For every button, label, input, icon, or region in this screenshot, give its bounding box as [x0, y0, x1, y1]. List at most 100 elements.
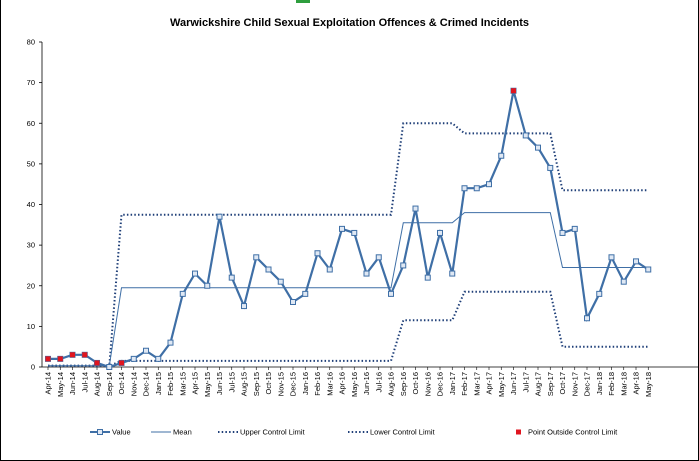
x-tick-label: Sep-15 [252, 372, 261, 396]
outside-limit-point [82, 352, 88, 358]
y-tick-label: 70 [27, 78, 35, 87]
value-point [130, 355, 137, 362]
x-tick-label: Feb-15 [166, 372, 175, 396]
value-point [608, 254, 615, 261]
value-point [204, 282, 211, 289]
value-point [339, 225, 345, 232]
value-point [216, 213, 223, 220]
x-tick-label: Apr-14 [44, 372, 53, 395]
y-tick-label: 0 [31, 363, 35, 372]
x-tick-label: Sep-14 [105, 372, 114, 396]
outside-limit-point [119, 360, 124, 366]
value-point [106, 364, 113, 370]
x-tick-label: Sep-17 [546, 372, 555, 396]
x-tick-label: Jan-16 [301, 372, 310, 395]
value-point [326, 266, 333, 273]
x-tick-label: Dec-16 [436, 372, 445, 396]
x-tick-label: Jul-16 [374, 372, 383, 392]
legend-swatch-point-outside-control-limit [516, 429, 521, 435]
y-tick-label: 10 [27, 322, 35, 331]
x-tick-label: May-14 [56, 372, 65, 397]
value-point [498, 152, 505, 159]
value-point [437, 229, 443, 236]
value-point [351, 229, 358, 236]
value-point [265, 266, 272, 273]
outside-limit-point [45, 356, 51, 362]
x-tick-label: May-16 [350, 372, 359, 397]
value-point [228, 274, 235, 281]
value-point [314, 250, 321, 257]
y-tick-label: 50 [27, 159, 35, 168]
y-tick-label: 30 [27, 241, 35, 250]
value-point [253, 254, 260, 261]
value-point [375, 254, 382, 261]
x-tick-label: Feb-16 [313, 372, 322, 396]
x-tick-label: Jan-15 [154, 372, 163, 395]
x-tick-label: Nov-17 [570, 372, 579, 396]
x-tick-label: Jun-14 [68, 372, 77, 395]
value-point [633, 258, 639, 265]
x-tick-label: Jul-14 [80, 372, 89, 392]
x-tick-label: Aug-15 [240, 372, 249, 396]
x-tick-label: Jun-16 [362, 372, 371, 395]
y-tick-label: 20 [27, 281, 35, 290]
value-point [290, 299, 296, 305]
x-tick-label: Feb-18 [607, 372, 616, 396]
x-tick-label: May-15 [203, 372, 212, 397]
value-point [547, 164, 554, 171]
x-tick-label: Nov-14 [129, 372, 138, 396]
legend-label-point-outside-control-limit: Point Outside Control Limit [528, 428, 618, 437]
value-point [363, 270, 370, 277]
upper-control-limit-line [48, 122, 649, 367]
x-tick-label: Aug-17 [534, 372, 543, 396]
outside-limit-point [70, 352, 75, 358]
outside-limit-point [57, 356, 63, 362]
value-point [400, 262, 407, 269]
legend-marker-value [97, 429, 103, 435]
value-point [620, 278, 627, 285]
x-tick-label: May-18 [644, 372, 653, 397]
x-tick-label: Jul-17 [521, 372, 530, 392]
value-point [584, 315, 590, 322]
value-point [424, 274, 431, 281]
x-tick-label: Dec-15 [289, 372, 298, 396]
value-point [412, 205, 419, 212]
x-tick-label: Oct-17 [558, 372, 567, 395]
x-tick-label: Feb-17 [460, 372, 469, 396]
value-point [241, 303, 247, 310]
x-tick-label: Apr-18 [632, 372, 641, 395]
value-point [559, 229, 566, 236]
value-point [143, 347, 149, 354]
x-tick-label: Apr-17 [485, 372, 494, 395]
x-tick-label: Apr-16 [338, 372, 347, 395]
x-tick-label: Aug-14 [93, 372, 102, 396]
x-tick-label: Mar-15 [178, 372, 187, 396]
legend-label-value: Value [112, 428, 131, 437]
x-tick-label: Nov-15 [276, 372, 285, 396]
x-tick-label: Sep-16 [399, 372, 408, 396]
x-tick-label: Oct-16 [411, 372, 420, 395]
y-tick-label: 60 [27, 119, 35, 128]
value-point [179, 290, 186, 297]
x-tick-label: Mar-18 [619, 372, 628, 396]
lower-control-limit-line [48, 290, 649, 367]
value-point [522, 132, 529, 139]
x-tick-label: Jan-18 [595, 372, 604, 395]
value-point [535, 144, 541, 151]
value-point [449, 270, 456, 277]
x-tick-label: Mar-17 [472, 372, 481, 396]
legend-label-mean: Mean [173, 428, 192, 437]
x-tick-label: Jun-17 [509, 372, 518, 395]
x-tick-label: Aug-16 [387, 372, 396, 396]
x-tick-label: Apr-15 [191, 372, 200, 395]
x-tick-label: Jul-15 [227, 372, 236, 392]
value-point [486, 181, 492, 188]
value-point [596, 290, 603, 297]
legend-label-lower-control-limit: Lower Control Limit [370, 428, 436, 437]
value-point [645, 266, 652, 273]
x-tick-label: Jan-17 [448, 372, 457, 395]
mean-line [48, 212, 649, 367]
x-tick-label: Oct-14 [117, 372, 126, 395]
y-tick-label: 40 [27, 200, 35, 209]
